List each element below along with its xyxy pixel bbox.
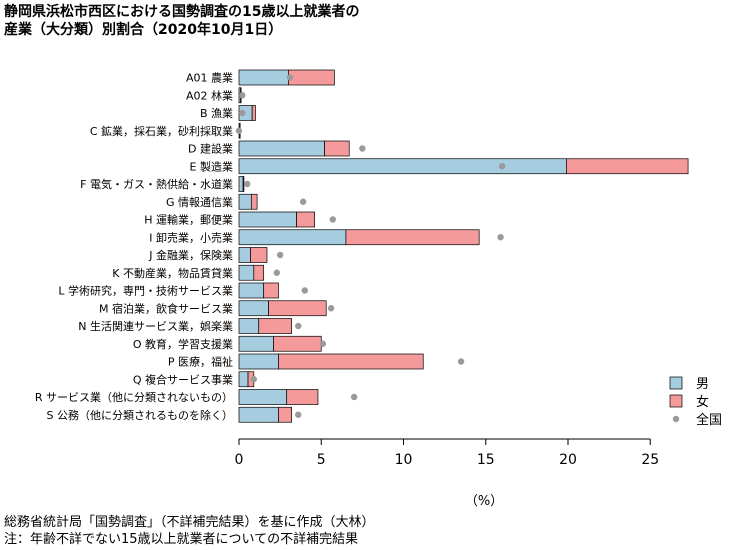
point-national xyxy=(359,145,366,152)
legend-label: 女 xyxy=(696,394,709,410)
bar-female xyxy=(278,353,424,370)
bar-female xyxy=(242,176,245,192)
point-national xyxy=(239,92,246,99)
point-national xyxy=(239,109,246,117)
bar-female xyxy=(288,69,335,86)
category-label: B 漁業 xyxy=(200,106,233,120)
bar-male xyxy=(238,69,289,86)
bar-male xyxy=(238,211,297,228)
category-label: A01 農業 xyxy=(186,71,233,85)
x-tick-label: 15 xyxy=(477,452,495,468)
point-national xyxy=(499,163,506,170)
legend-marker-national xyxy=(672,415,680,423)
point-national xyxy=(327,305,335,312)
point-national xyxy=(299,198,307,205)
bar-male xyxy=(238,158,567,175)
point-national xyxy=(250,376,258,383)
bar-female xyxy=(278,406,292,423)
point-national xyxy=(319,340,327,347)
legend-label: 全国 xyxy=(696,412,722,428)
category-label: R サービス業（他に分類されないもの） xyxy=(35,391,233,404)
category-label: C 鉱業，採石業，砂利採取業 xyxy=(90,124,233,138)
category-label: Q 複合サービス事業 xyxy=(133,372,233,386)
bar-female xyxy=(296,211,316,228)
chart-title-line-2: 産業（大分類）別割合（2020年10月1日） xyxy=(4,22,283,38)
bar-female xyxy=(566,158,689,175)
bar-female xyxy=(251,105,256,121)
bar-male xyxy=(238,335,274,352)
category-label: A02 林業 xyxy=(186,88,233,102)
category-label: L 学術研究，専門・技術サービス業 xyxy=(58,284,233,298)
bar-female xyxy=(258,318,292,334)
bar-female xyxy=(345,229,480,246)
bar-male xyxy=(238,247,251,263)
point-national xyxy=(295,411,302,418)
x-tick-label: 0 xyxy=(235,452,244,468)
category-label: D 建設業 xyxy=(188,142,233,156)
category-label: F 電気・ガス・熱供給・水道業 xyxy=(80,177,233,191)
bar-male xyxy=(238,140,325,157)
bar-female xyxy=(253,264,265,281)
legend-swatch-male xyxy=(669,376,683,390)
point-national xyxy=(350,393,358,401)
bar-male xyxy=(238,371,249,388)
category-label: J 金融業，保険業 xyxy=(148,248,233,262)
category-label: N 生活関連サービス業，娯楽業 xyxy=(78,319,233,333)
legend-label: 男 xyxy=(696,377,709,392)
bar-female xyxy=(273,335,322,352)
bar-female xyxy=(263,282,279,299)
bar-female xyxy=(250,193,258,210)
bar-male xyxy=(238,406,279,423)
legend-swatch-female xyxy=(669,394,683,408)
category-label: M 宿泊業，飲食サービス業 xyxy=(99,301,233,315)
x-axis-label: （%） xyxy=(465,494,503,509)
point-national xyxy=(273,269,281,276)
footnote: 注：年齢不詳でない15歳以上就業者についての不詳補完結果 xyxy=(4,532,359,547)
point-national xyxy=(329,216,336,223)
bar-male xyxy=(238,353,279,370)
category-label: G 情報通信業 xyxy=(166,196,233,209)
point-national xyxy=(244,180,251,188)
point-national xyxy=(276,251,284,259)
point-national xyxy=(295,322,302,330)
bar-male xyxy=(238,176,244,192)
bar-male xyxy=(238,229,347,246)
category-label: K 不動産業，物品賃貸業 xyxy=(112,266,233,280)
point-national xyxy=(301,287,308,294)
bar-male xyxy=(238,193,252,210)
bar-male xyxy=(238,282,265,299)
category-label: I 卸売業，小売業 xyxy=(149,230,233,244)
x-tick-label: 25 xyxy=(641,452,659,468)
bar-female xyxy=(250,247,268,263)
bar-male xyxy=(238,318,260,334)
category-label: O 教育，学習支援業 xyxy=(133,337,233,351)
bar-female xyxy=(324,140,350,157)
bar-female xyxy=(286,389,319,405)
bar-male xyxy=(238,300,269,317)
source-note: 総務省統計局「国勢調査」（不詳補完結果）を基に作成（大林） xyxy=(4,515,375,530)
category-label: P 医療，福祉 xyxy=(168,355,233,369)
x-tick-label: 5 xyxy=(317,452,326,468)
chart-title: 静岡県浜松市西区における国勢調査の15歳以上就業者の 産業（大分類）別割合（20… xyxy=(4,3,359,39)
point-national xyxy=(235,127,243,134)
category-label: H 運輸業，郵便業 xyxy=(144,213,233,227)
chart-footer: 総務省統計局「国勢調査」（不詳補完結果）を基に作成（大林） 注：年齢不詳でない1… xyxy=(4,514,375,548)
bar-female xyxy=(268,300,327,317)
category-label: S 公務（他に分類されるものを除く） xyxy=(47,408,233,422)
x-tick-label: 10 xyxy=(395,452,413,468)
bar-male xyxy=(238,264,255,281)
chart-title-line-1: 静岡県浜松市西区における国勢調査の15歳以上就業者の xyxy=(4,4,360,20)
point-national xyxy=(457,358,465,365)
point-national xyxy=(497,234,504,241)
category-label: E 製造業 xyxy=(190,159,233,173)
point-national xyxy=(286,74,294,81)
x-tick-label: 20 xyxy=(559,452,577,468)
bar-male xyxy=(238,389,288,405)
